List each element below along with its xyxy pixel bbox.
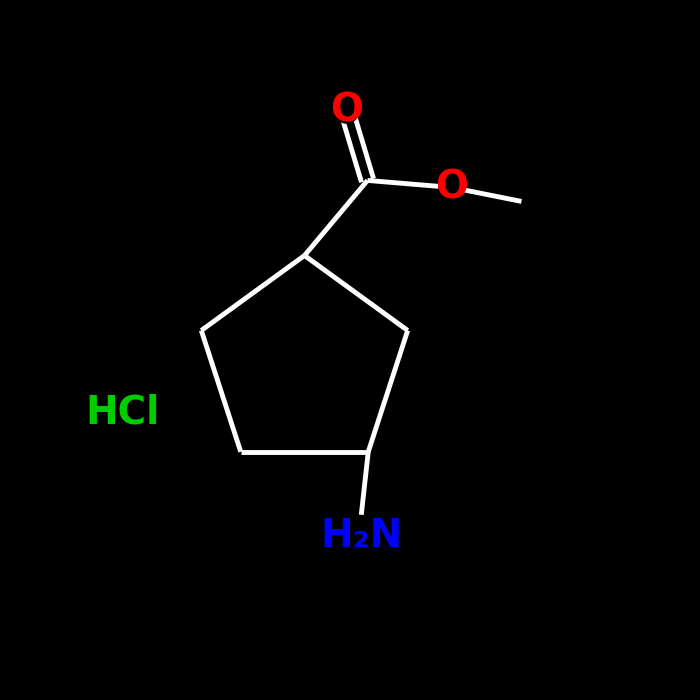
Text: H₂N: H₂N: [320, 517, 402, 555]
Text: O: O: [330, 92, 363, 130]
Text: HCl: HCl: [85, 394, 160, 432]
Text: O: O: [435, 169, 468, 206]
